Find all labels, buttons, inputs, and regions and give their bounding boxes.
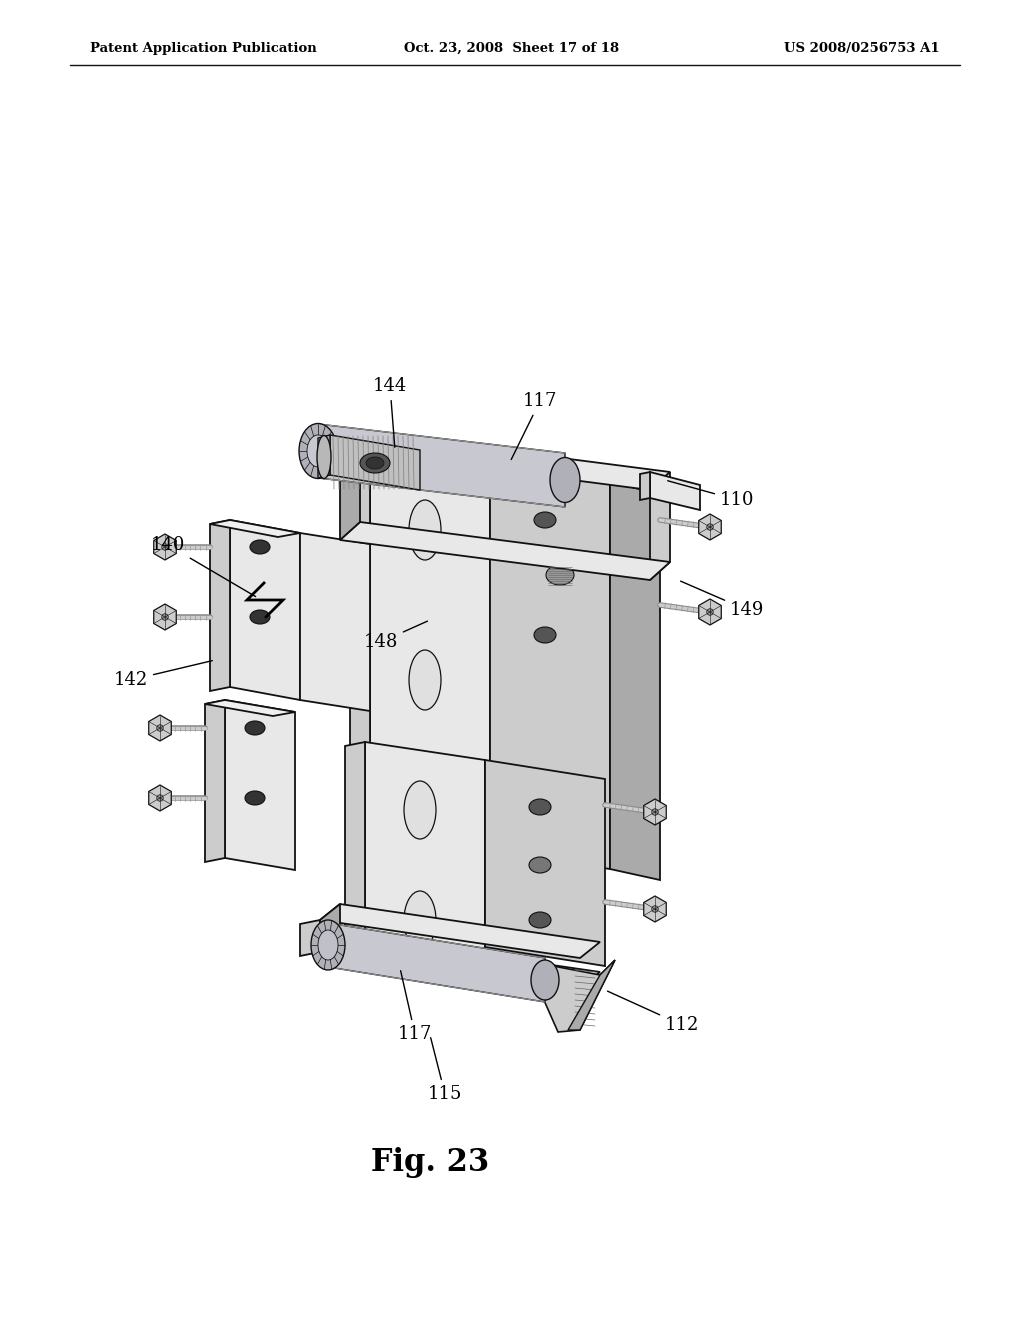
Ellipse shape [707, 609, 714, 615]
Polygon shape [365, 742, 485, 950]
Ellipse shape [366, 457, 384, 469]
Polygon shape [330, 436, 420, 490]
Polygon shape [644, 799, 667, 825]
Polygon shape [328, 923, 545, 1002]
Ellipse shape [534, 627, 556, 643]
Ellipse shape [409, 500, 441, 560]
Polygon shape [650, 473, 670, 579]
Ellipse shape [307, 436, 329, 467]
Ellipse shape [534, 512, 556, 528]
Polygon shape [535, 960, 615, 1032]
Ellipse shape [318, 931, 338, 960]
Polygon shape [205, 700, 295, 715]
Polygon shape [319, 904, 600, 958]
Ellipse shape [404, 781, 436, 840]
Text: Oct. 23, 2008  Sheet 17 of 18: Oct. 23, 2008 Sheet 17 of 18 [404, 42, 620, 55]
Polygon shape [698, 599, 721, 624]
Polygon shape [650, 473, 700, 510]
Ellipse shape [317, 436, 331, 479]
Ellipse shape [157, 725, 163, 731]
Ellipse shape [651, 809, 658, 816]
Polygon shape [490, 463, 610, 869]
Ellipse shape [529, 857, 551, 873]
Ellipse shape [311, 920, 345, 970]
Polygon shape [340, 521, 670, 579]
Text: 117: 117 [397, 970, 432, 1043]
Ellipse shape [550, 458, 580, 503]
Polygon shape [318, 436, 330, 478]
Polygon shape [148, 785, 171, 810]
Polygon shape [205, 700, 225, 862]
Ellipse shape [162, 614, 168, 620]
Polygon shape [644, 896, 667, 921]
Text: US 2008/0256753 A1: US 2008/0256753 A1 [784, 42, 940, 55]
Polygon shape [225, 700, 295, 870]
Polygon shape [210, 520, 230, 690]
Polygon shape [610, 482, 660, 880]
Text: 117: 117 [511, 392, 557, 459]
Text: 115: 115 [428, 1038, 462, 1104]
Polygon shape [300, 533, 370, 711]
Ellipse shape [250, 610, 270, 624]
Polygon shape [319, 935, 600, 987]
Polygon shape [148, 715, 171, 741]
Ellipse shape [250, 540, 270, 554]
Ellipse shape [651, 906, 658, 912]
Ellipse shape [531, 960, 559, 1001]
Polygon shape [300, 920, 319, 956]
Polygon shape [370, 444, 490, 850]
Ellipse shape [157, 795, 163, 801]
Polygon shape [350, 444, 490, 467]
Ellipse shape [162, 544, 168, 550]
Text: 140: 140 [151, 536, 256, 597]
Ellipse shape [360, 453, 390, 473]
Polygon shape [210, 520, 300, 537]
Polygon shape [350, 444, 370, 836]
Text: Fig. 23: Fig. 23 [371, 1147, 489, 1177]
Polygon shape [568, 960, 615, 1030]
Text: 149: 149 [681, 581, 764, 619]
Polygon shape [154, 535, 176, 560]
Polygon shape [154, 605, 176, 630]
Text: 148: 148 [364, 622, 427, 651]
Ellipse shape [707, 524, 714, 531]
Polygon shape [318, 424, 565, 507]
Ellipse shape [409, 649, 441, 710]
Text: Patent Application Publication: Patent Application Publication [90, 42, 316, 55]
Ellipse shape [546, 565, 574, 585]
Ellipse shape [245, 721, 265, 735]
Polygon shape [485, 760, 605, 966]
Ellipse shape [299, 424, 337, 479]
Ellipse shape [245, 791, 265, 805]
Polygon shape [230, 520, 300, 700]
Text: 112: 112 [607, 991, 699, 1034]
Text: 110: 110 [668, 480, 755, 510]
Ellipse shape [529, 799, 551, 814]
Polygon shape [698, 513, 721, 540]
Polygon shape [340, 432, 670, 490]
Polygon shape [319, 904, 340, 952]
Text: 142: 142 [114, 660, 212, 689]
Ellipse shape [404, 891, 436, 949]
Polygon shape [340, 432, 360, 540]
Polygon shape [640, 473, 650, 500]
Ellipse shape [529, 912, 551, 928]
Polygon shape [345, 742, 365, 936]
Text: 144: 144 [373, 378, 408, 447]
